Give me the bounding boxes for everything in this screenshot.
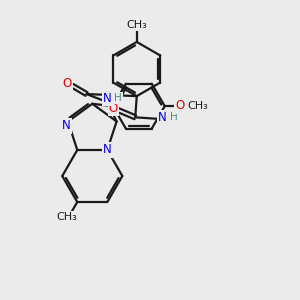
Text: CH₃: CH₃: [56, 212, 77, 222]
Text: CH₃: CH₃: [187, 101, 208, 111]
Text: O: O: [109, 102, 118, 115]
Text: N: N: [103, 143, 112, 157]
Text: N: N: [103, 92, 112, 105]
Text: CH₃: CH₃: [126, 20, 147, 30]
Text: H: H: [114, 93, 122, 103]
Text: O: O: [62, 77, 72, 90]
Text: O: O: [176, 99, 185, 112]
Text: H: H: [170, 112, 177, 122]
Text: N: N: [62, 119, 71, 132]
Text: N: N: [158, 111, 167, 124]
